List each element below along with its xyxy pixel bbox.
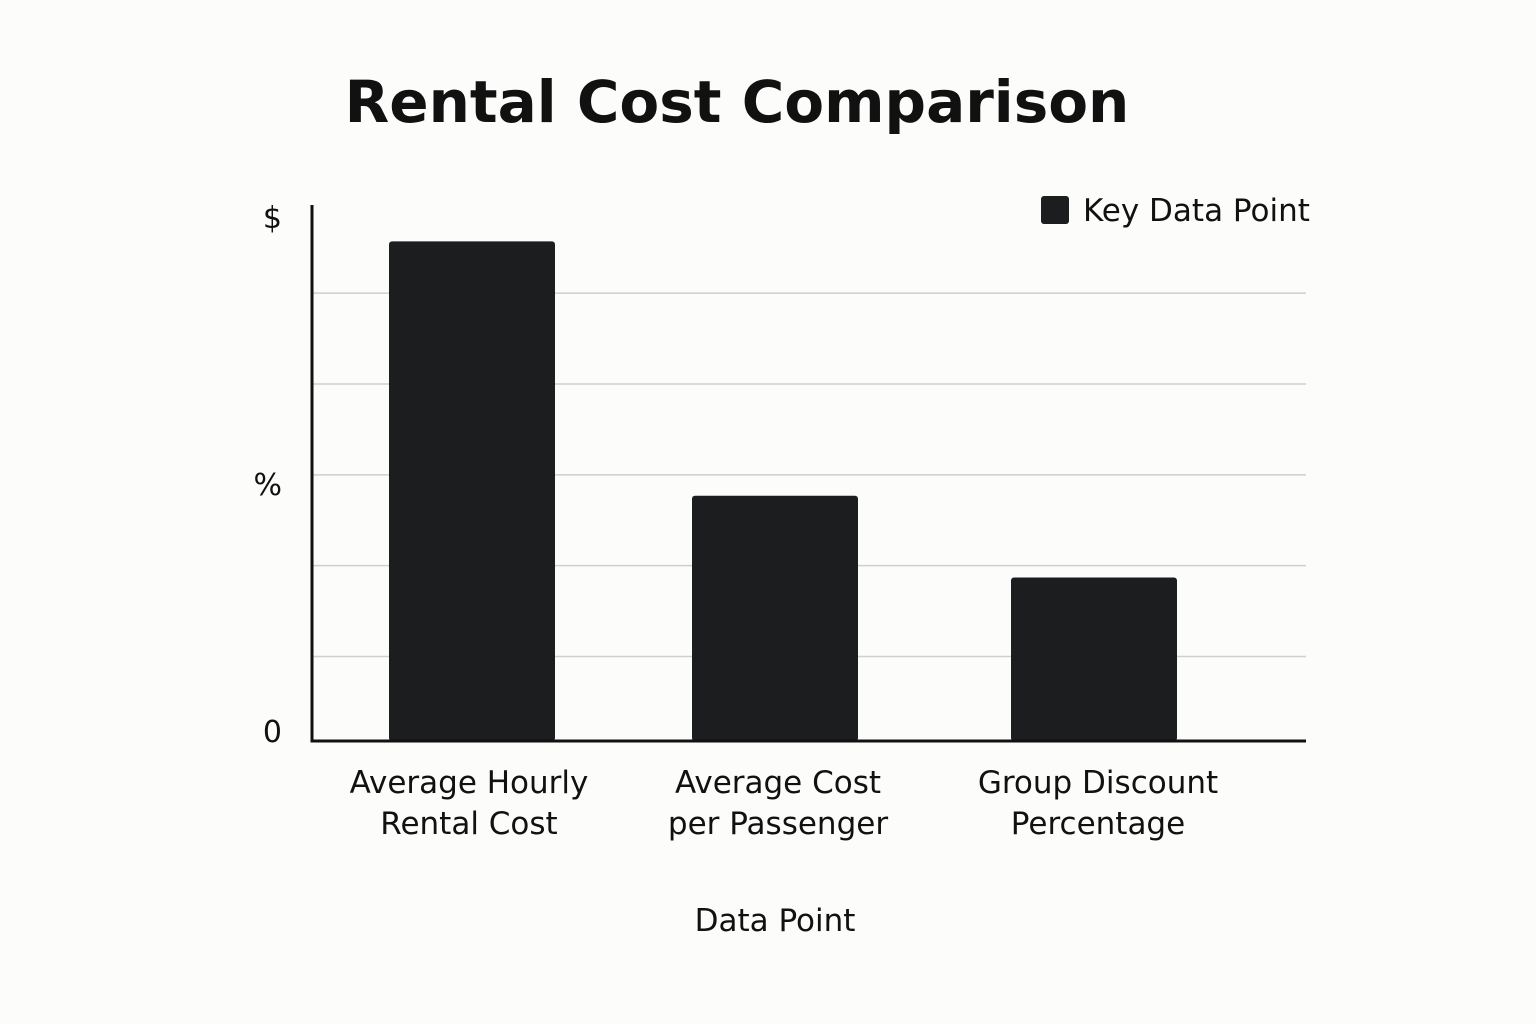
category-label: Average Hourly Rental Cost	[350, 765, 589, 842]
category-label-line: Group Discount	[978, 765, 1218, 801]
y-tick-labels: $% 0	[253, 201, 282, 750]
category-label-line: per Passenger	[668, 806, 888, 842]
category-label-line: Rental Cost	[380, 806, 557, 842]
y-tick-label: $	[263, 201, 282, 236]
legend: Key Data Point	[1041, 193, 1310, 229]
x-axis-title: Data Point	[695, 903, 856, 939]
category-label-line: Average Hourly	[350, 765, 589, 801]
bars	[389, 241, 1177, 741]
y-tick-label: 0	[263, 715, 282, 750]
category-label: Average Cost per Passenger	[668, 765, 888, 842]
bar	[1011, 577, 1177, 741]
legend-swatch	[1041, 196, 1069, 224]
axes	[310, 205, 1306, 743]
bar	[692, 495, 858, 741]
category-label-line: Average Cost	[675, 765, 881, 801]
category-label: Group Discount Percentage	[978, 765, 1218, 842]
legend-label: Key Data Point	[1083, 193, 1310, 229]
bar	[389, 241, 555, 741]
category-label-line: Percentage	[1011, 806, 1185, 842]
y-tick-label: %	[253, 468, 282, 503]
category-labels: Average Hourly Rental Cost Average Cost per…	[350, 765, 1219, 842]
chart-title: Rental Cost Comparison	[345, 68, 1130, 136]
